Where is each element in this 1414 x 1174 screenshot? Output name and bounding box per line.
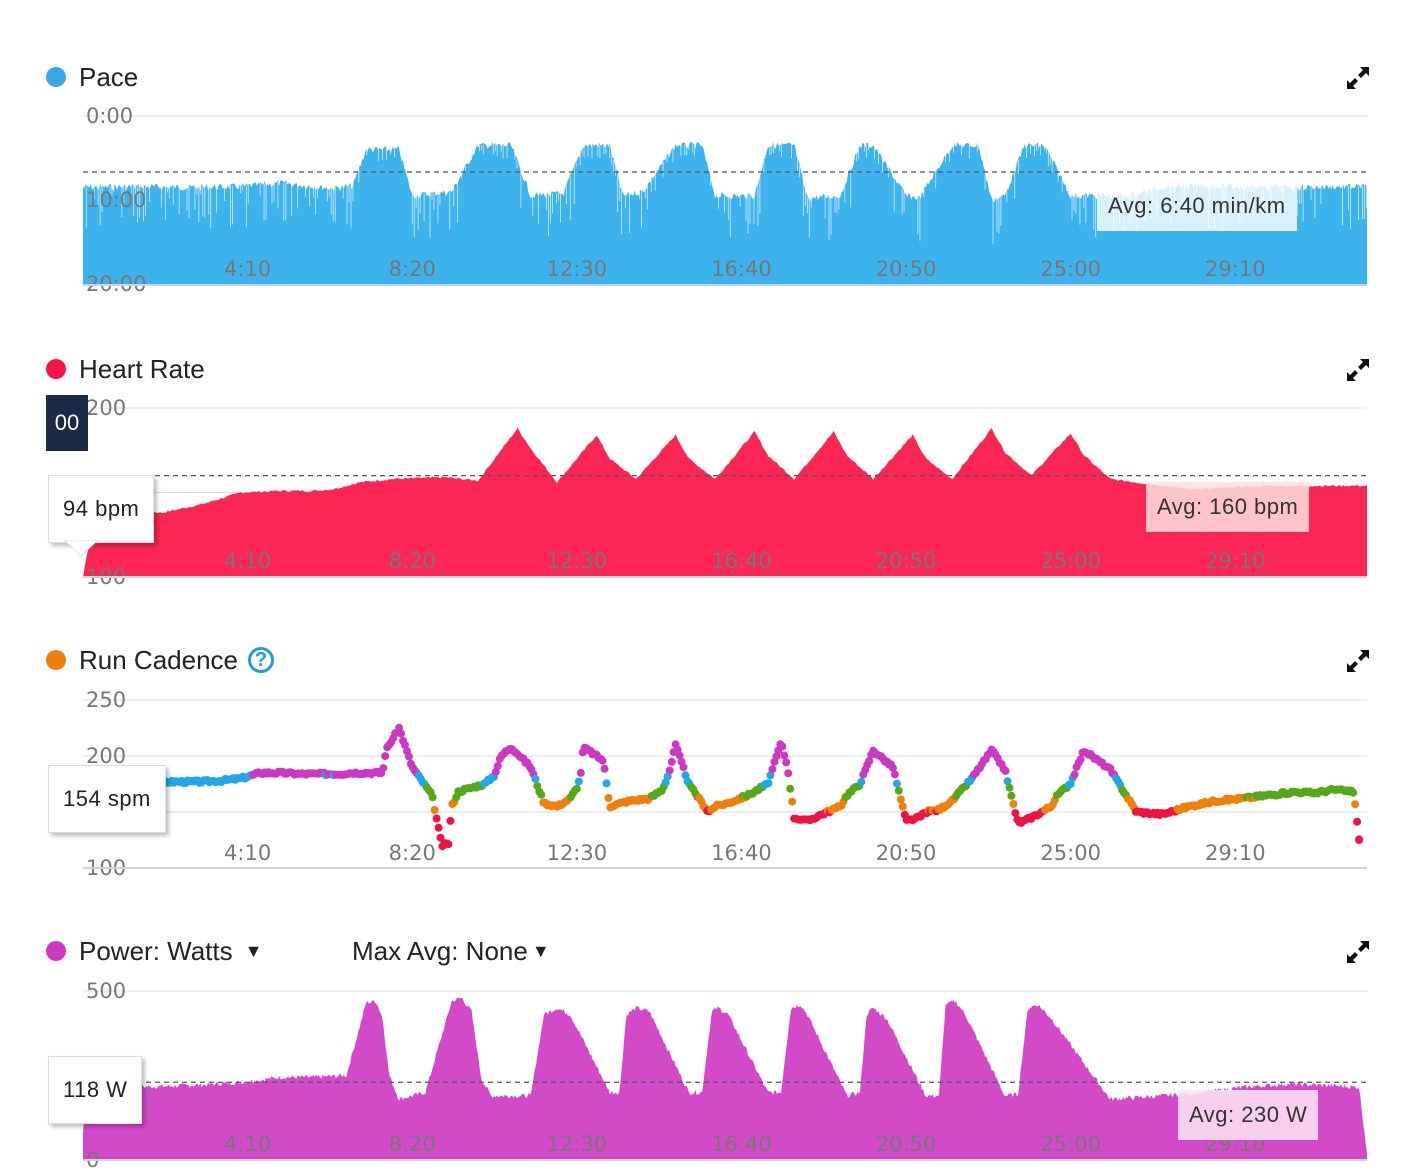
heart-rate-tooltip: 94 bpm [48, 475, 155, 543]
cadence-panel: Run Cadence ? [0, 643, 1414, 883]
pace-legend-dot [46, 67, 66, 87]
heart-rate-title: Heart Rate [79, 353, 205, 384]
power-panel: Power: Watts ▼ Max Avg: None ▼ [0, 934, 1414, 1174]
cadence-header: Run Cadence ? [46, 643, 274, 677]
expand-icon[interactable] [1344, 938, 1372, 966]
max-avg-label: Max Avg: None [352, 935, 528, 966]
pace-panel: Pace [0, 60, 1414, 300]
expand-icon[interactable] [1344, 356, 1372, 384]
cadence-legend-dot [46, 650, 66, 670]
max-avg-dropdown[interactable]: Max Avg: None ▼ [352, 934, 550, 968]
heart-rate-legend-dot [46, 359, 66, 379]
expand-icon[interactable] [1344, 647, 1372, 675]
pace-title: Pace [79, 61, 139, 92]
tooltip-pointer-icon [64, 540, 98, 557]
expand-icon[interactable] [1344, 64, 1372, 92]
power-avg-label: Avg: 230 W [1178, 1090, 1319, 1140]
cadence-tooltip: 154 spm [48, 765, 166, 833]
pace-header: Pace [46, 60, 138, 94]
heart-rate-panel: Heart Rate [0, 352, 1414, 592]
dropdown-caret-icon[interactable]: ▼ [244, 940, 263, 961]
heart-rate-header: Heart Rate [46, 352, 205, 386]
power-header[interactable]: Power: Watts ▼ [46, 934, 262, 968]
cadence-title: Run Cadence [79, 644, 238, 675]
dropdown-caret-icon[interactable]: ▼ [531, 940, 550, 961]
heart-rate-avg-label: Avg: 160 bpm [1146, 482, 1310, 532]
power-title: Power: Watts [79, 935, 233, 966]
pace-avg-label: Avg: 6:40 min/km [1097, 181, 1297, 231]
hr-side-tag: 00 [46, 395, 88, 451]
power-legend-dot [46, 941, 66, 961]
power-tooltip: 118 W [48, 1056, 143, 1124]
help-icon[interactable]: ? [248, 647, 274, 673]
